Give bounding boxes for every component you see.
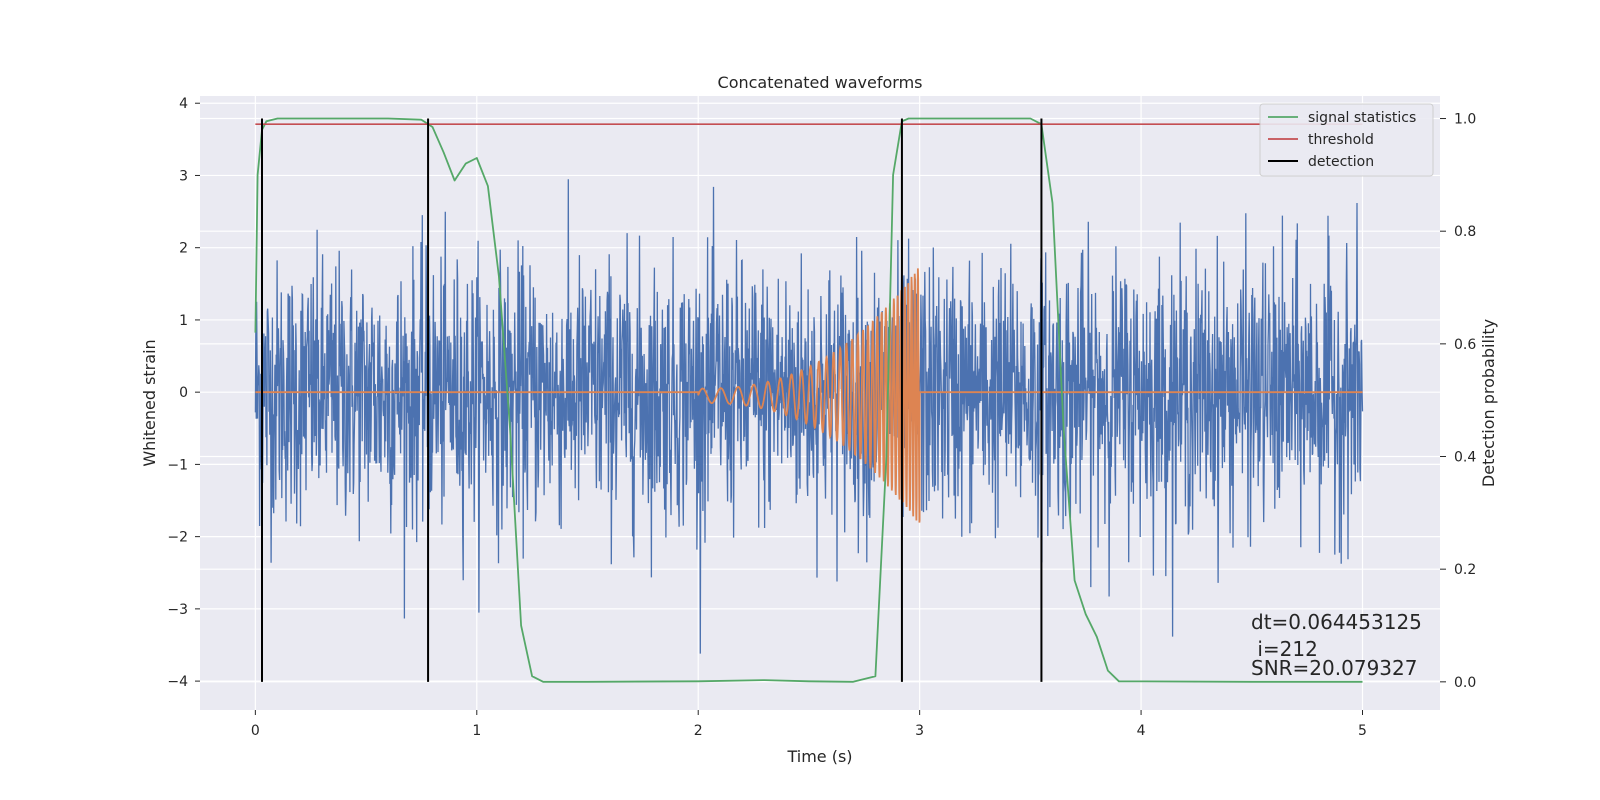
y-tick-label: 0 [179, 385, 188, 401]
annotation-snr: SNR=20.079327 [1251, 656, 1417, 680]
y-tick-label: −1 [167, 457, 188, 473]
x-tick-label: 2 [694, 723, 703, 739]
probability-series [254, 117, 1363, 683]
y-right-tick-label: 0.0 [1454, 675, 1476, 691]
x-tick-label: 5 [1358, 723, 1367, 739]
y-tick-label: 2 [179, 241, 188, 257]
legend-label-signal-statistics: signal statistics [1308, 110, 1416, 126]
template-line [255, 268, 1363, 523]
x-axis-label: Time (s) [786, 747, 852, 766]
x-tick-label: 0 [251, 723, 260, 739]
y-tick-label: −4 [167, 674, 188, 690]
y-axis-right-label: Detection probability [1479, 319, 1498, 487]
y-tick-label: −3 [167, 602, 188, 618]
x-tick-label: 3 [915, 723, 924, 739]
template-series [255, 268, 1363, 523]
y-tick-label: 3 [179, 168, 188, 184]
chart-title: Concatenated waveforms [718, 73, 923, 92]
y-right-tick-label: 1.0 [1454, 112, 1476, 128]
y-axis-ticks: −4 −3 −2 −1 0 1 2 3 4 [167, 96, 200, 690]
x-tick-label: 4 [1137, 723, 1146, 739]
x-axis-ticks: 0 1 2 3 4 5 [251, 710, 1367, 739]
y-right-tick-label: 0.6 [1454, 337, 1476, 353]
signal-statistics-line [254, 117, 1363, 683]
y-right-tick-label: 0.8 [1454, 224, 1476, 240]
y-tick-label: 4 [179, 96, 188, 112]
y-right-tick-label: 0.4 [1454, 450, 1476, 466]
legend-box [1259, 103, 1434, 177]
y-right-tick-label: 0.2 [1454, 562, 1476, 578]
annotation-i: i=212 [1251, 637, 1318, 661]
x-tick-label: 1 [472, 723, 481, 739]
annotation-dt: dt=0.064453125 [1251, 610, 1422, 634]
legend-label-detection: detection [1308, 154, 1374, 170]
legend-label-threshold: threshold [1308, 132, 1374, 148]
plot-area [254, 117, 1364, 683]
y-axis-right-ticks: 0.0 0.2 0.4 0.6 0.8 1.0 [1440, 112, 1476, 691]
y-axis-label: Whitened strain [140, 339, 159, 466]
legend: signal statistics threshold detection [1259, 103, 1434, 177]
y-tick-label: 1 [179, 313, 188, 329]
y-tick-label: −2 [167, 530, 188, 546]
